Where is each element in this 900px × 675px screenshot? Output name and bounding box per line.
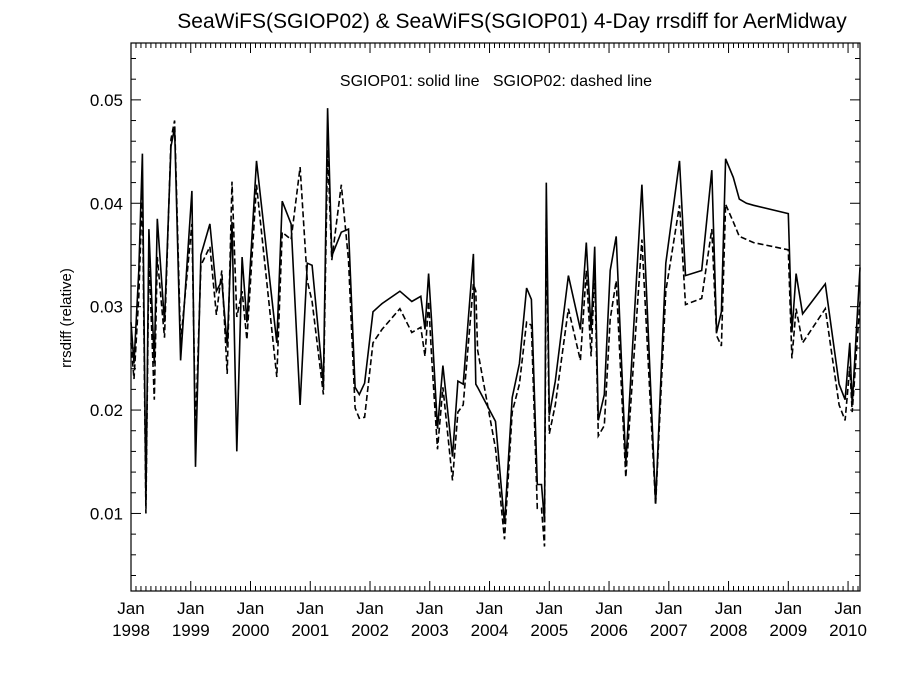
x-tick-label-month: Jan (775, 599, 802, 618)
x-tick-label-month: Jan (655, 599, 682, 618)
series-line-sgiop02 (130, 120, 861, 547)
x-tick-label-year: 1999 (172, 621, 210, 640)
x-tick-label-month: Jan (356, 599, 383, 618)
x-tick-label-month: Jan (595, 599, 622, 618)
legend-annotation: SGIOP01: solid line SGIOP02: dashed line (340, 73, 652, 90)
x-tick-label-year: 2008 (710, 621, 748, 640)
series-line-sgiop01 (130, 108, 861, 524)
x-tick-label-year: 2007 (650, 621, 688, 640)
x-tick-label-month: Jan (834, 599, 861, 618)
x-tick-label-year: 1998 (112, 621, 150, 640)
x-tick-label-year: 2009 (769, 621, 807, 640)
y-tick-label: 0.01 (90, 504, 123, 523)
y-axis-label: rrsdiff (relative) (58, 268, 75, 368)
axes: 0.01 0.02 0.03 0.04 0.05 Jan 1998 Jan 1999 Jan 200… (90, 43, 867, 640)
chart-title: SeaWiFS(SGIOP02) & SeaWiFS(SGIOP01) 4-Da… (177, 10, 847, 33)
x-tick-label-year: 2002 (351, 621, 389, 640)
x-tick-label-year: 2004 (471, 621, 509, 640)
x-tick-label-month: Jan (416, 599, 443, 618)
y-tick-label: 0.04 (90, 194, 123, 213)
x-tick-label-month: Jan (536, 599, 563, 618)
x-tick-label-year: 2003 (411, 621, 449, 640)
x-tick-label-month: Jan (177, 599, 204, 618)
x-tick-label-month: Jan (297, 599, 324, 618)
y-tick-label: 0.03 (90, 298, 123, 317)
plot-frame (130, 42, 861, 592)
x-tick-label-year: 2006 (590, 621, 628, 640)
x-tick-label-year: 2010 (829, 621, 867, 640)
x-tick-label-month: Jan (476, 599, 503, 618)
x-tick-label-year: 2001 (291, 621, 329, 640)
x-tick-label-month: Jan (237, 599, 264, 618)
x-tick-label-year: 2005 (530, 621, 568, 640)
plot-area (130, 108, 861, 547)
x-tick-label-month: Jan (715, 599, 742, 618)
y-tick-label: 0.02 (90, 401, 123, 420)
x-tick-label-year: 2000 (232, 621, 270, 640)
y-tick-label: 0.05 (90, 91, 123, 110)
x-tick-label-month: Jan (117, 599, 144, 618)
